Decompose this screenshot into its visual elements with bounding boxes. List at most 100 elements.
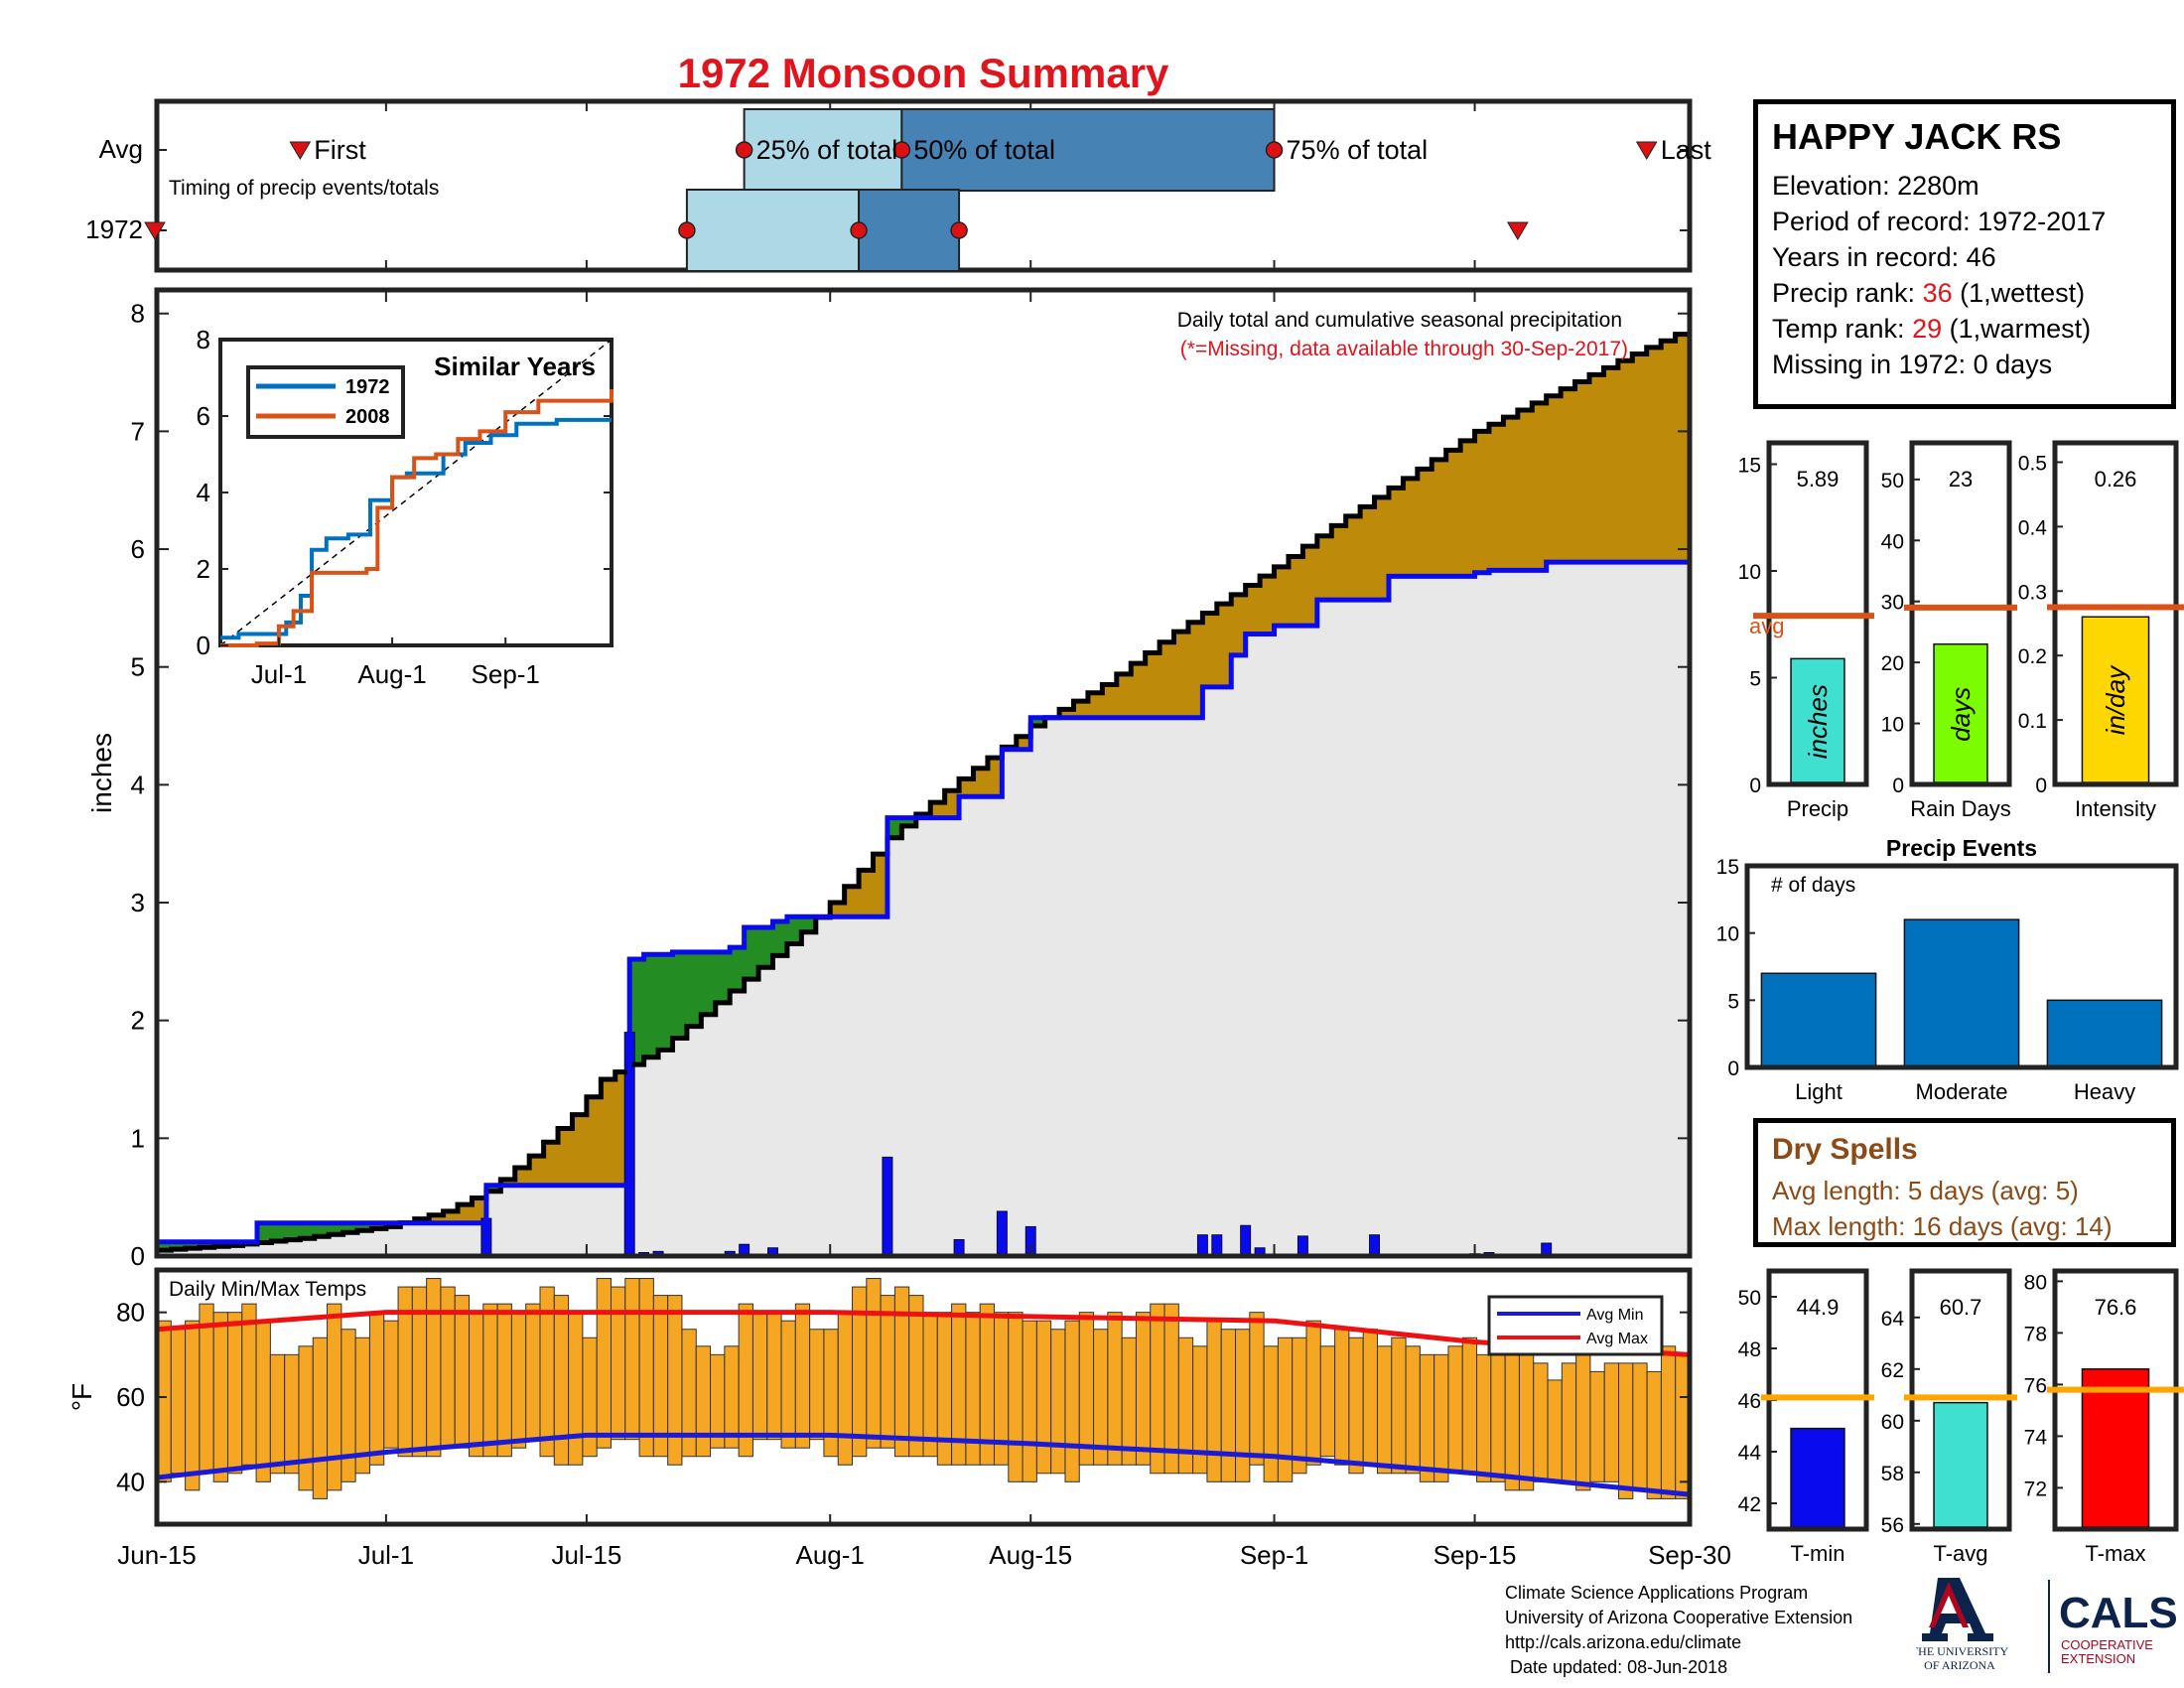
daily-temp-bar	[751, 1312, 768, 1441]
daily-temp-bar	[1163, 1303, 1179, 1475]
daily-temp-bar	[525, 1303, 541, 1441]
precip-rank-suffix: (1,wettest)	[1952, 278, 2086, 308]
daily-temp-bar	[454, 1295, 471, 1449]
inset-legend-label-1972: 1972	[345, 376, 390, 398]
timing-year-box-25-50	[685, 189, 861, 272]
main-y-tick-label: 1	[131, 1123, 145, 1153]
daily-temp-bar	[1376, 1345, 1393, 1475]
timing-row-year-label: 1972	[85, 214, 143, 244]
raindays-stat-bar-label: days	[1946, 687, 1976, 742]
events-y-tick-label: 0	[1727, 1057, 1739, 1080]
daily-temp-bar	[667, 1295, 683, 1466]
daily-temp-bar	[1646, 1370, 1662, 1499]
timing-first-label: First	[314, 135, 366, 165]
events-bar-heavy	[2046, 999, 2163, 1068]
inset-x-tick-label: Sep-1	[472, 659, 540, 689]
daily-temp-bar	[1348, 1336, 1364, 1475]
precip-stat-y-tick-label: 0	[1749, 774, 1761, 797]
footer-line-updated: Date updated: 08-Jun-2018	[1505, 1657, 1728, 1677]
daily-temp-bar	[582, 1336, 598, 1458]
avg-min-line	[156, 1432, 1691, 1497]
dry-spells-max: Max length: 16 days (avg: 14)	[1772, 1211, 2113, 1241]
precip-rank: Precip rank: 36 (1,wettest)	[1772, 275, 2157, 311]
stat-panels: 0 5 10 15 5.89 Precip inches avg 0 10 20 30 40 50 23 Ra…	[1738, 440, 2184, 1566]
daily-temp-bar	[1249, 1312, 1265, 1466]
svg-text:OF ARIZONA: OF ARIZONA	[1924, 1658, 1995, 1672]
daily-temp-bar	[1461, 1336, 1478, 1475]
daily-precip-bar	[996, 1210, 1008, 1257]
daily-temp-bar	[426, 1278, 442, 1458]
daily-temp-bar	[568, 1312, 584, 1466]
tavg-stat-y-tick-label: 58	[1881, 1463, 1904, 1485]
tavg-stat-y-tick-label: 62	[1881, 1359, 1904, 1382]
daily-temp-bar	[1263, 1345, 1279, 1482]
timing-p75-label: 75% of total	[1287, 135, 1429, 165]
raindays-stat-y-tick-label: 50	[1881, 470, 1904, 492]
main-y-tick-label: 8	[131, 299, 145, 329]
daily-temp-bar	[312, 1336, 329, 1499]
daily-temp-bar	[1319, 1345, 1336, 1458]
tmin-stat-y-tick-label: 50	[1738, 1287, 1761, 1310]
daily-temp-bar	[922, 1312, 938, 1458]
daily-temp-bar	[1220, 1329, 1237, 1482]
dry-spells-avg: Avg length: 5 days (avg: 5)	[1772, 1176, 2079, 1205]
tmin-stat-x-label: T-min	[1791, 1541, 1845, 1566]
daily-temp-bar	[185, 1320, 201, 1491]
events-y-tick-label: 5	[1727, 990, 1739, 1013]
main-y-tick-label: 0	[131, 1241, 145, 1271]
below-both-area	[157, 562, 1690, 1256]
daily-temp-bar	[1618, 1362, 1634, 1499]
x-tick-label: Jul-15	[551, 1540, 621, 1570]
daily-precip-bar	[1297, 1235, 1308, 1257]
daily-temp-bar	[327, 1303, 342, 1491]
tmax-stat-y-tick-label: 78	[2024, 1323, 2047, 1345]
intensity-stat-value-label: 0.26	[2095, 467, 2137, 492]
precip-events-panel: Light Moderate Heavy 0 5 10 15 Precip Events # o…	[1716, 835, 2179, 1104]
daily-temp-bar	[170, 1329, 187, 1475]
daily-temp-bar	[724, 1345, 740, 1449]
events-frame	[1744, 863, 2179, 1070]
daily-temp-bar	[1405, 1345, 1421, 1475]
events-y-tick-label: 15	[1716, 856, 1739, 879]
daily-temp-bar	[1603, 1362, 1620, 1482]
footer-line-program: Climate Science Applications Program	[1505, 1583, 1809, 1603]
timing-year-p75-marker	[950, 221, 968, 239]
daily-temp-bar	[1050, 1329, 1066, 1475]
daily-temp-bar	[496, 1303, 512, 1458]
daily-precip-bar	[1369, 1234, 1380, 1257]
timing-avg-last-marker	[1635, 141, 1658, 160]
tmax-stat-frame	[2052, 1268, 2179, 1532]
intensity-stat-y-tick-label: 0	[2035, 774, 2047, 797]
precip-stat-bar-label: inches	[1803, 684, 1833, 759]
avg-max-line	[156, 1310, 1691, 1357]
daily-temp-bar	[1121, 1336, 1137, 1466]
intensity-stat-y-tick-label: 0.4	[2018, 516, 2048, 539]
daily-temp-bar	[284, 1353, 300, 1475]
daily-temp-bar	[766, 1312, 782, 1441]
daily-temp-bar	[255, 1320, 271, 1482]
main-y-tick-label: 5	[131, 652, 145, 682]
inset-y-tick-label: 4	[197, 478, 210, 507]
daily-temp-bar	[1660, 1345, 1677, 1499]
precip-stat-x-label: Precip	[1787, 796, 1848, 821]
tmax-stat-y-tick-label: 80	[2024, 1271, 2047, 1294]
inset-legend-label-2008: 2008	[345, 406, 390, 428]
daily-temp-bar	[1632, 1362, 1648, 1491]
temps-legend-label-1: Avg Max	[1586, 1331, 1648, 1347]
daily-temp-bar	[866, 1278, 882, 1449]
daily-temp-bar	[1391, 1336, 1407, 1475]
timing-year-p50-marker	[850, 221, 868, 239]
temps-legend-box	[1487, 1295, 1664, 1356]
daily-temp-bar	[780, 1320, 796, 1449]
daily-temp-bar	[1419, 1353, 1435, 1482]
figure-title: 1972 Monsoon Summary	[678, 50, 1169, 96]
raindays-stat-y-tick-label: 20	[1881, 652, 1904, 675]
intensity-stat-bar	[2081, 616, 2150, 783]
daily-temp-bar	[610, 1286, 626, 1441]
inset-legend-box	[246, 365, 405, 439]
daily-temp-bar	[298, 1345, 314, 1491]
daily-temp-bar	[1334, 1329, 1350, 1466]
station-period: Period of record: 1972-2017	[1772, 207, 2107, 236]
daily-temp-bar	[880, 1295, 895, 1449]
